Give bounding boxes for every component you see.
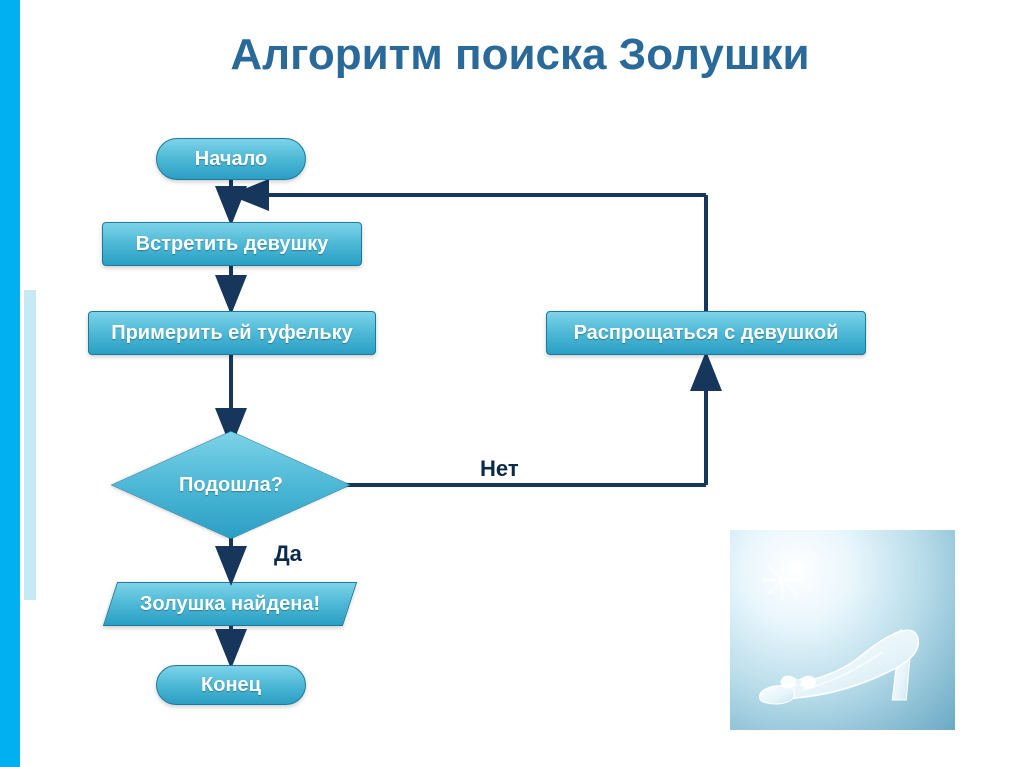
edge-label-no: Нет xyxy=(480,456,519,482)
left-stripe xyxy=(0,0,20,767)
io-found-label: Золушка найдена! xyxy=(140,593,320,616)
side-accent xyxy=(24,290,36,600)
process-bye: Распрощаться с девушкой xyxy=(546,311,866,355)
glass-slipper-icon xyxy=(741,540,944,720)
terminal-end: Конец xyxy=(156,665,306,705)
process-bye-label: Распрощаться с девушкой xyxy=(574,322,839,345)
decision-fit-label: Подошла? xyxy=(179,474,283,497)
glass-slipper-image xyxy=(730,530,955,730)
process-meet: Встретить девушку xyxy=(102,222,362,266)
terminal-start-label: Начало xyxy=(195,148,267,171)
edge-label-yes: Да xyxy=(274,541,302,567)
page-title: Алгоритм поиска Золушки xyxy=(50,30,990,80)
process-meet-label: Встретить девушку xyxy=(136,233,329,256)
terminal-end-label: Конец xyxy=(201,674,261,697)
terminal-start: Начало xyxy=(156,138,306,180)
io-found: Золушка найдена! xyxy=(110,582,350,626)
process-try-label: Примерить ей туфельку xyxy=(111,322,353,345)
process-try: Примерить ей туфельку xyxy=(88,311,376,355)
